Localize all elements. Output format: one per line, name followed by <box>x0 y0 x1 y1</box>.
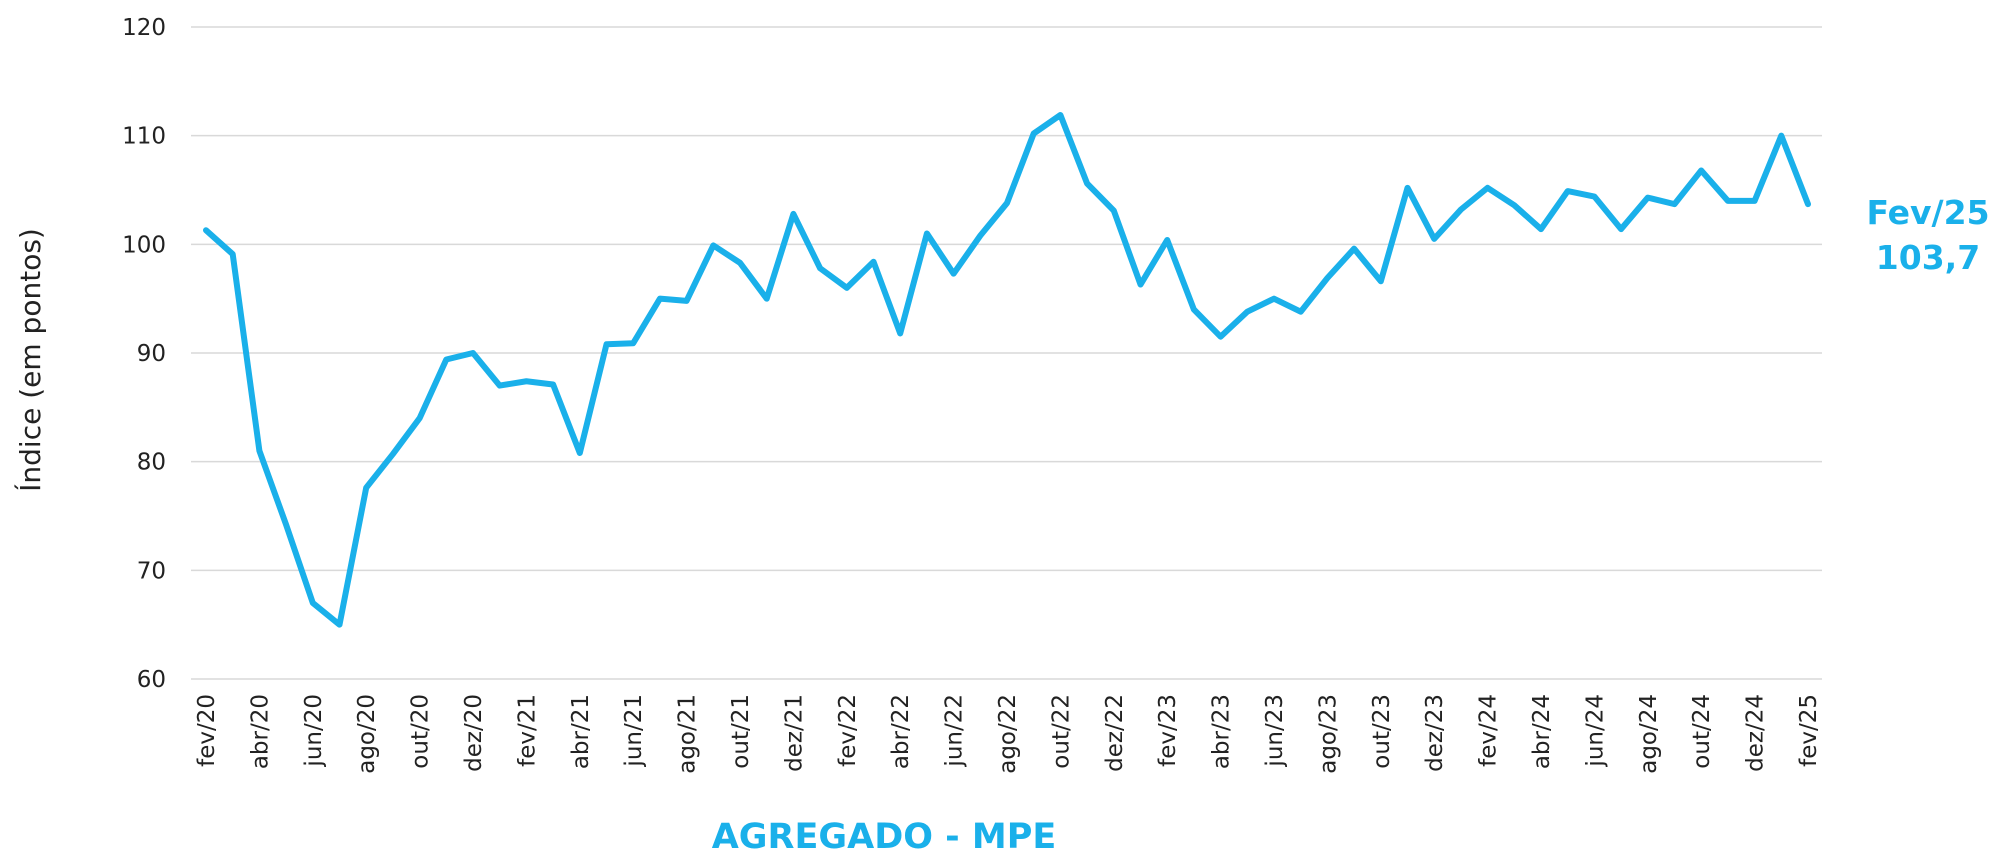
x-tick-label: fev/24 <box>1476 694 1502 767</box>
x-tick-label: abr/21 <box>568 694 594 769</box>
annotation: Fev/25 <box>1866 193 1989 232</box>
x-tick-label: fev/22 <box>835 694 861 767</box>
y-axis-label: Índice (em pontos) <box>13 228 47 492</box>
x-tick-label: jun/24 <box>1582 694 1608 768</box>
x-tick-label: dez/21 <box>781 694 807 772</box>
chart-title: AGREGADO - MPE <box>712 817 1057 857</box>
x-tick-label: jun/23 <box>1262 694 1288 768</box>
x-tick-label: abr/20 <box>247 694 273 769</box>
x-tick-label: dez/20 <box>461 694 487 772</box>
x-tick-label: ago/24 <box>1636 694 1662 774</box>
x-tick-label: dez/24 <box>1743 694 1769 772</box>
x-tick-label: fev/21 <box>514 694 540 767</box>
x-tick-label: out/23 <box>1369 694 1395 769</box>
y-tick-label: 100 <box>122 232 166 258</box>
x-tick-label: ago/23 <box>1315 694 1341 774</box>
x-tick-label: jun/22 <box>942 694 968 768</box>
x-tick-label: out/22 <box>1048 694 1074 769</box>
x-tick-label: abr/24 <box>1529 694 1555 769</box>
x-tick-label: fev/20 <box>194 694 220 767</box>
x-tick-label: out/20 <box>408 694 434 769</box>
annotation: 103,7 <box>1876 238 1980 277</box>
x-tick-label: ago/22 <box>995 694 1021 774</box>
x-tick-label: fev/23 <box>1155 694 1181 767</box>
x-tick-label: jun/21 <box>621 694 647 768</box>
y-tick-label: 110 <box>122 124 166 150</box>
x-tick-label: ago/20 <box>354 694 380 774</box>
x-tick-label: out/24 <box>1689 694 1715 769</box>
y-tick-label: 90 <box>137 341 166 367</box>
x-tick-label: out/21 <box>728 694 754 769</box>
y-tick-label: 60 <box>137 667 166 693</box>
x-tick-label: abr/23 <box>1209 694 1235 769</box>
x-tick-label: jun/20 <box>301 694 327 768</box>
x-tick-label: abr/22 <box>888 694 914 769</box>
x-tick-label: dez/22 <box>1102 694 1128 772</box>
y-tick-label: 70 <box>137 558 166 584</box>
y-tick-label: 120 <box>122 15 166 41</box>
x-tick-label: ago/21 <box>675 694 701 774</box>
x-tick-label: fev/25 <box>1796 694 1822 767</box>
x-tick-label: dez/23 <box>1422 694 1448 772</box>
y-tick-label: 80 <box>137 450 166 476</box>
data-line <box>203 112 1811 628</box>
